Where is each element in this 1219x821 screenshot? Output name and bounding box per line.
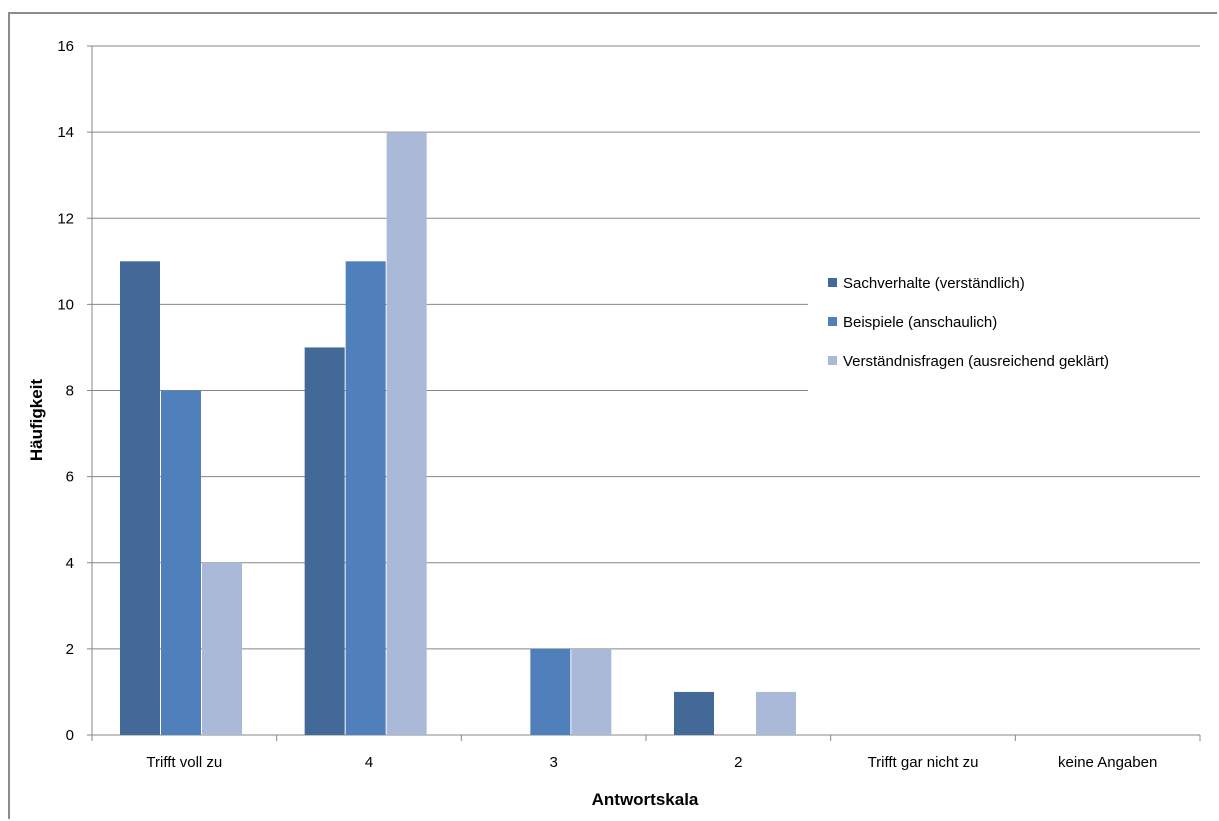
x-tick-label: Trifft gar nicht zu: [868, 754, 979, 771]
x-tick-label: Trifft voll zu: [146, 754, 222, 771]
bar: [161, 390, 201, 735]
x-tick-label: 3: [549, 754, 557, 771]
bar: [202, 562, 242, 735]
legend-swatch: [828, 317, 837, 326]
bars: [120, 132, 796, 735]
chart-frame: [8, 12, 1217, 819]
legend-label: Verständnisfragen (ausreichend geklärt): [843, 353, 1109, 370]
bar: [386, 132, 427, 735]
bar: [530, 648, 571, 735]
x-axis: Trifft voll zu 4 3 2 Trifft gar nicht zu kein…: [91, 734, 1201, 771]
bar: [120, 261, 160, 735]
y-tick-label: 10: [57, 296, 74, 313]
y-tick-label: 4: [66, 555, 74, 572]
legend-background: [808, 262, 1203, 392]
legend-label: Beispiele (anschaulich): [843, 314, 997, 331]
y-tick-label: 8: [66, 383, 74, 400]
x-tick-label: 4: [365, 754, 373, 771]
bar: [674, 691, 714, 735]
y-tick-label: 12: [57, 210, 74, 227]
x-axis-title: Antwortskala: [592, 790, 699, 809]
bar: [756, 691, 796, 735]
y-tick-label: 14: [57, 124, 74, 141]
y-tick-label: 0: [66, 727, 74, 744]
y-tick-label: 6: [66, 469, 74, 486]
legend-swatch: [828, 356, 837, 365]
bar: [345, 261, 386, 735]
legend: Sachverhalte (verständlich) Beispiele (an…: [828, 275, 1109, 370]
bar: [571, 648, 612, 735]
legend-swatch: [828, 278, 837, 287]
y-tick-label: 16: [57, 38, 74, 55]
x-tick-label: 2: [734, 754, 742, 771]
legend-label: Sachverhalte (verständlich): [843, 275, 1025, 292]
bar: [304, 347, 345, 735]
y-axis: 0 2 4 6 8 10 12 14 16: [57, 38, 93, 744]
x-tick-label: keine Angaben: [1058, 754, 1157, 771]
y-tick-label: 2: [66, 641, 74, 658]
y-axis-title: Häufigkeit: [27, 379, 46, 462]
